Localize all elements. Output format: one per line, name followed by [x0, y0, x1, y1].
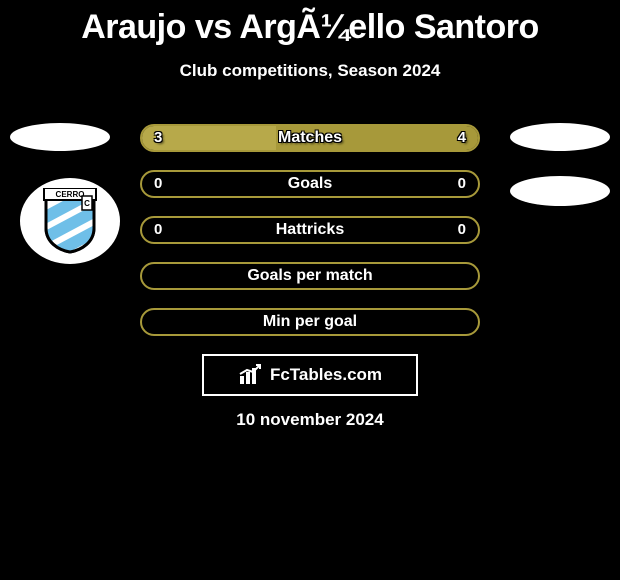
- stats-bars: 34Matches 00Goals 00Hattricks Goals per mat…: [140, 124, 480, 354]
- stat-label: Matches: [142, 126, 478, 150]
- stat-label: Goals per match: [142, 264, 478, 288]
- player-right-placeholder: [510, 123, 610, 151]
- chart-icon: [238, 364, 264, 386]
- club-left-badge: CERRO C: [20, 178, 120, 264]
- brand-label: FcTables.com: [270, 365, 382, 385]
- stat-label: Goals: [142, 172, 478, 196]
- stat-row: 00Goals: [140, 170, 480, 198]
- svg-text:C: C: [84, 199, 90, 208]
- stat-row: Min per goal: [140, 308, 480, 336]
- club-badge-text: CERRO: [56, 190, 85, 199]
- stat-row: 00Hattricks: [140, 216, 480, 244]
- stat-row: 34Matches: [140, 124, 480, 152]
- subtitle: Club competitions, Season 2024: [0, 61, 620, 81]
- comparison-infographic: Araujo vs ArgÃ¼ello Santoro Club competi…: [0, 0, 620, 580]
- club-shield-icon: CERRO C: [42, 188, 98, 254]
- footer-date: 10 november 2024: [0, 410, 620, 430]
- stat-label: Hattricks: [142, 218, 478, 242]
- brand-box: FcTables.com: [202, 354, 418, 396]
- player-left-placeholder: [10, 123, 110, 151]
- stat-label: Min per goal: [142, 310, 478, 334]
- stat-row: Goals per match: [140, 262, 480, 290]
- club-right-placeholder: [510, 176, 610, 206]
- page-title: Araujo vs ArgÃ¼ello Santoro: [0, 0, 620, 47]
